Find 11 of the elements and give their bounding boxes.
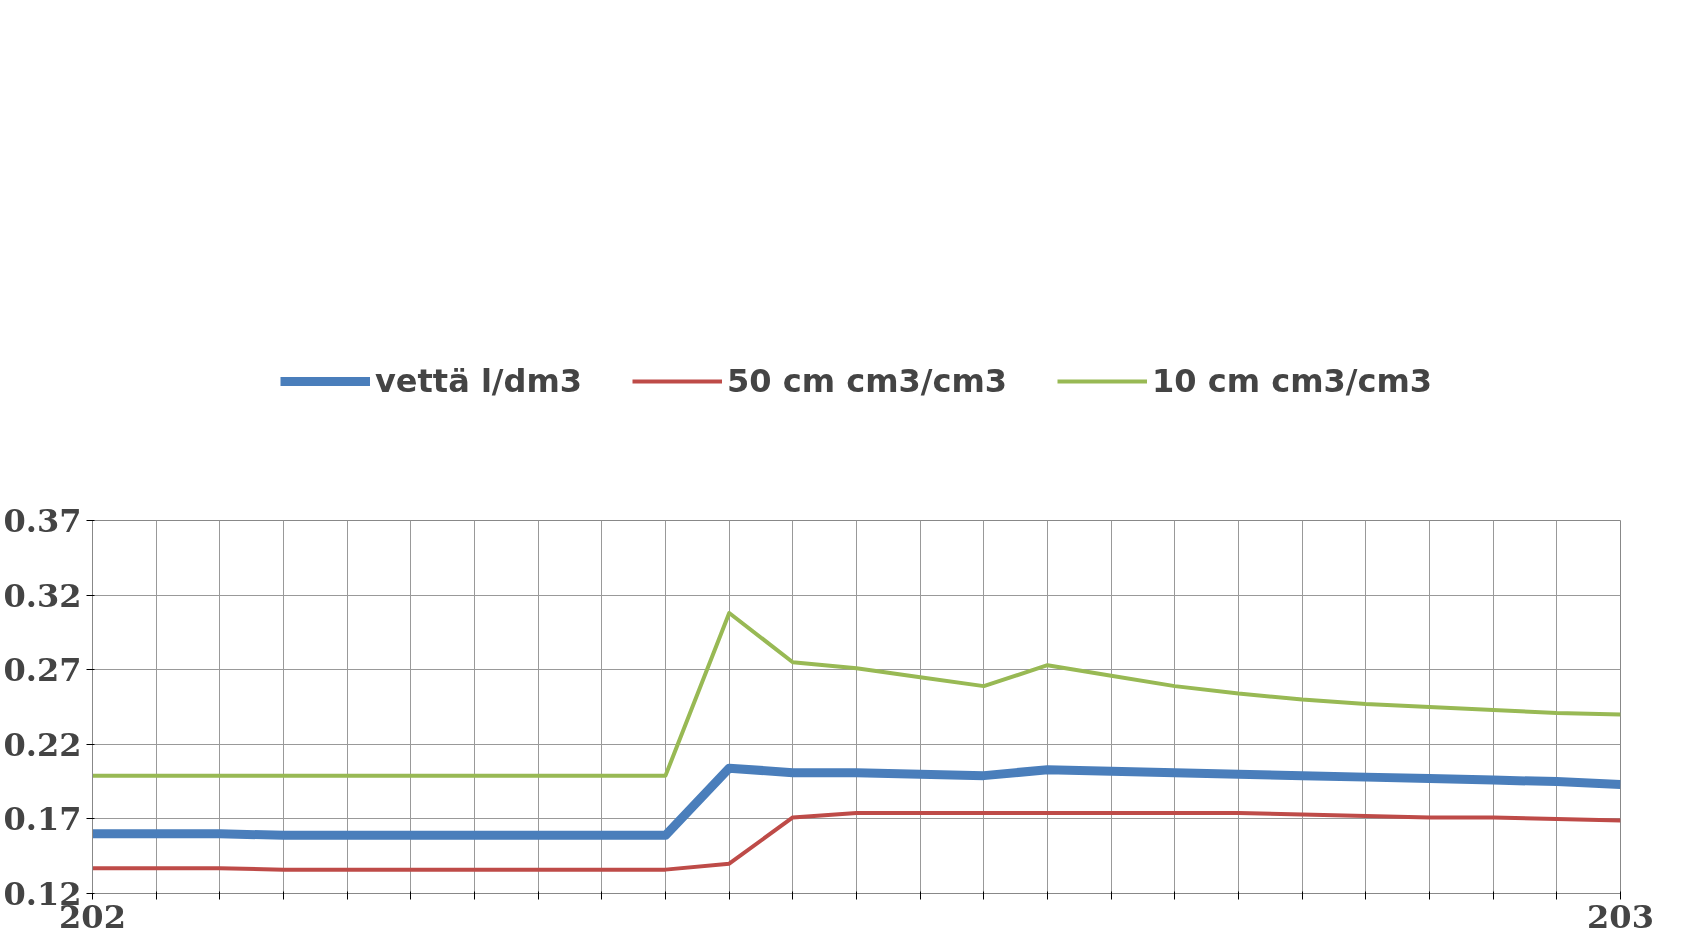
y-tick-label: 0.27 [3, 651, 82, 690]
legend-label: 50 cm cm3/cm3 [727, 361, 1008, 400]
legend-label: 10 cm cm3/cm3 [1152, 361, 1432, 400]
x-tick-label: 203 [1587, 897, 1654, 936]
legend-label: vettä l/dm3 [375, 361, 583, 400]
line-series [92, 810, 1621, 872]
y-tick-label: 0.22 [3, 725, 82, 764]
y-tick-label: 0.17 [3, 800, 82, 839]
y-tick-label: 0.32 [3, 576, 82, 615]
y-tick-label: 0.37 [3, 502, 82, 540]
line-series [92, 611, 1621, 778]
